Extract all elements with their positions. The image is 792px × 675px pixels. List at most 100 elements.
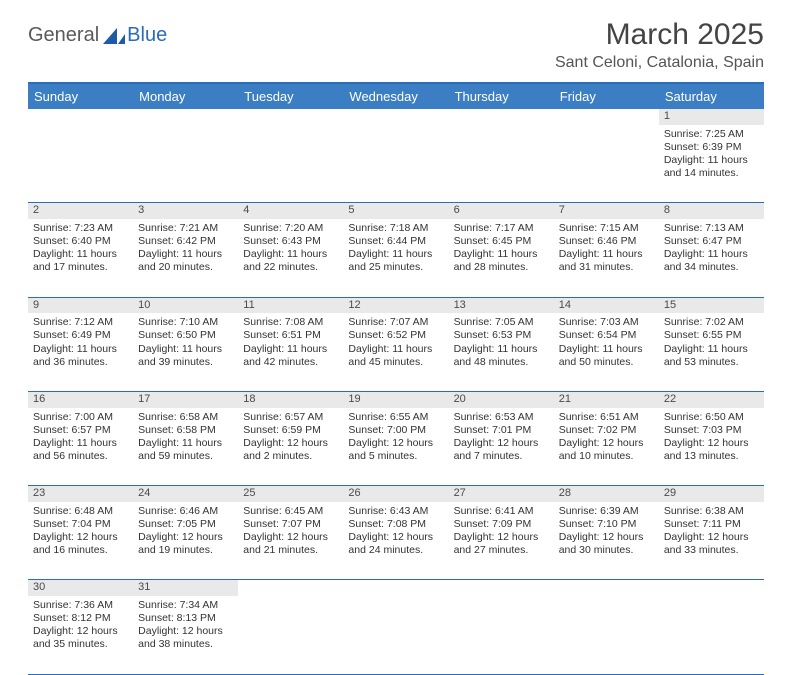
daylight-line-2: and 16 minutes. <box>33 544 128 557</box>
day-number-cell <box>554 580 659 596</box>
sunrise-line: Sunrise: 6:39 AM <box>559 505 654 518</box>
daylight-line-1: Daylight: 11 hours <box>243 248 338 261</box>
day-cell: Sunrise: 7:23 AMSunset: 6:40 PMDaylight:… <box>28 219 133 297</box>
daynum-row: 9101112131415 <box>28 297 764 313</box>
day-cell <box>238 125 343 203</box>
daylight-line-1: Daylight: 11 hours <box>33 248 128 261</box>
day-cell: Sunrise: 7:34 AMSunset: 8:13 PMDaylight:… <box>133 596 238 674</box>
day-cell: Sunrise: 6:41 AMSunset: 7:09 PMDaylight:… <box>449 502 554 580</box>
day-cell <box>133 125 238 203</box>
day-cell: Sunrise: 6:45 AMSunset: 7:07 PMDaylight:… <box>238 502 343 580</box>
sunset-line: Sunset: 7:03 PM <box>664 424 759 437</box>
sunrise-line: Sunrise: 7:02 AM <box>664 316 759 329</box>
day-number-cell: 6 <box>449 203 554 219</box>
daylight-line-2: and 22 minutes. <box>243 261 338 274</box>
day-number-cell: 18 <box>238 391 343 407</box>
title-block: March 2025 Sant Celoni, Catalonia, Spain <box>555 18 764 72</box>
day-cell <box>449 596 554 674</box>
sunset-line: Sunset: 8:13 PM <box>138 612 233 625</box>
day-cell <box>449 125 554 203</box>
day-number-cell <box>659 580 764 596</box>
day-number-cell: 10 <box>133 297 238 313</box>
weekday-header: Monday <box>133 83 238 109</box>
day-number-cell: 11 <box>238 297 343 313</box>
daylight-line-2: and 33 minutes. <box>664 544 759 557</box>
sunset-line: Sunset: 6:49 PM <box>33 329 128 342</box>
day-number-cell: 30 <box>28 580 133 596</box>
daylight-line-1: Daylight: 12 hours <box>454 531 549 544</box>
daylight-line-1: Daylight: 11 hours <box>243 343 338 356</box>
day-number-cell: 2 <box>28 203 133 219</box>
sunrise-line: Sunrise: 6:41 AM <box>454 505 549 518</box>
sunset-line: Sunset: 6:59 PM <box>243 424 338 437</box>
day-cell: Sunrise: 7:00 AMSunset: 6:57 PMDaylight:… <box>28 408 133 486</box>
day-number-cell: 8 <box>659 203 764 219</box>
day-cell <box>238 596 343 674</box>
sunset-line: Sunset: 6:43 PM <box>243 235 338 248</box>
day-number-cell: 27 <box>449 486 554 502</box>
daylight-line-2: and 27 minutes. <box>454 544 549 557</box>
day-cell: Sunrise: 6:51 AMSunset: 7:02 PMDaylight:… <box>554 408 659 486</box>
daylight-line-1: Daylight: 12 hours <box>559 437 654 450</box>
day-number-cell: 7 <box>554 203 659 219</box>
sunrise-line: Sunrise: 7:25 AM <box>664 128 759 141</box>
weekday-header: Friday <box>554 83 659 109</box>
daylight-line-2: and 14 minutes. <box>664 167 759 180</box>
sunrise-line: Sunrise: 7:18 AM <box>348 222 443 235</box>
month-title: March 2025 <box>555 18 764 52</box>
sunrise-line: Sunrise: 7:23 AM <box>33 222 128 235</box>
day-number-cell: 4 <box>238 203 343 219</box>
day-number-cell: 20 <box>449 391 554 407</box>
day-number-cell <box>238 580 343 596</box>
sunset-line: Sunset: 6:44 PM <box>348 235 443 248</box>
sunrise-line: Sunrise: 6:57 AM <box>243 411 338 424</box>
day-cell: Sunrise: 7:13 AMSunset: 6:47 PMDaylight:… <box>659 219 764 297</box>
day-cell: Sunrise: 7:25 AMSunset: 6:39 PMDaylight:… <box>659 125 764 203</box>
day-number-cell: 21 <box>554 391 659 407</box>
location-subtitle: Sant Celoni, Catalonia, Spain <box>555 54 764 72</box>
daylight-line-2: and 25 minutes. <box>348 261 443 274</box>
day-cell: Sunrise: 7:07 AMSunset: 6:52 PMDaylight:… <box>343 313 448 391</box>
sunset-line: Sunset: 6:47 PM <box>664 235 759 248</box>
day-cell: Sunrise: 7:21 AMSunset: 6:42 PMDaylight:… <box>133 219 238 297</box>
day-cell: Sunrise: 6:57 AMSunset: 6:59 PMDaylight:… <box>238 408 343 486</box>
day-number-cell: 16 <box>28 391 133 407</box>
sunrise-line: Sunrise: 6:51 AM <box>559 411 654 424</box>
sunrise-line: Sunrise: 6:55 AM <box>348 411 443 424</box>
day-cell: Sunrise: 6:53 AMSunset: 7:01 PMDaylight:… <box>449 408 554 486</box>
day-cell: Sunrise: 7:02 AMSunset: 6:55 PMDaylight:… <box>659 313 764 391</box>
day-number-cell: 9 <box>28 297 133 313</box>
daynum-row: 16171819202122 <box>28 391 764 407</box>
sunset-line: Sunset: 8:12 PM <box>33 612 128 625</box>
daynum-row: 1 <box>28 109 764 125</box>
week-row: Sunrise: 7:00 AMSunset: 6:57 PMDaylight:… <box>28 408 764 486</box>
day-cell: Sunrise: 7:10 AMSunset: 6:50 PMDaylight:… <box>133 313 238 391</box>
daylight-line-2: and 36 minutes. <box>33 356 128 369</box>
day-cell: Sunrise: 6:58 AMSunset: 6:58 PMDaylight:… <box>133 408 238 486</box>
sunset-line: Sunset: 6:54 PM <box>559 329 654 342</box>
sunrise-line: Sunrise: 6:46 AM <box>138 505 233 518</box>
week-row: Sunrise: 7:25 AMSunset: 6:39 PMDaylight:… <box>28 125 764 203</box>
sunrise-line: Sunrise: 7:10 AM <box>138 316 233 329</box>
sunset-line: Sunset: 7:07 PM <box>243 518 338 531</box>
day-number-cell: 23 <box>28 486 133 502</box>
day-number-cell <box>554 109 659 125</box>
daylight-line-2: and 31 minutes. <box>559 261 654 274</box>
sunrise-line: Sunrise: 6:48 AM <box>33 505 128 518</box>
sunrise-line: Sunrise: 7:21 AM <box>138 222 233 235</box>
sunset-line: Sunset: 6:55 PM <box>664 329 759 342</box>
day-cell <box>343 596 448 674</box>
sunset-line: Sunset: 6:42 PM <box>138 235 233 248</box>
day-number-cell: 29 <box>659 486 764 502</box>
daynum-row: 2345678 <box>28 203 764 219</box>
day-cell: Sunrise: 7:36 AMSunset: 8:12 PMDaylight:… <box>28 596 133 674</box>
daylight-line-2: and 21 minutes. <box>243 544 338 557</box>
daylight-line-1: Daylight: 12 hours <box>33 531 128 544</box>
calendar-table: Sunday Monday Tuesday Wednesday Thursday… <box>28 82 764 675</box>
weekday-header: Saturday <box>659 83 764 109</box>
day-cell <box>28 125 133 203</box>
daylight-line-1: Daylight: 12 hours <box>243 531 338 544</box>
daylight-line-1: Daylight: 11 hours <box>33 343 128 356</box>
daylight-line-2: and 45 minutes. <box>348 356 443 369</box>
day-cell: Sunrise: 6:48 AMSunset: 7:04 PMDaylight:… <box>28 502 133 580</box>
